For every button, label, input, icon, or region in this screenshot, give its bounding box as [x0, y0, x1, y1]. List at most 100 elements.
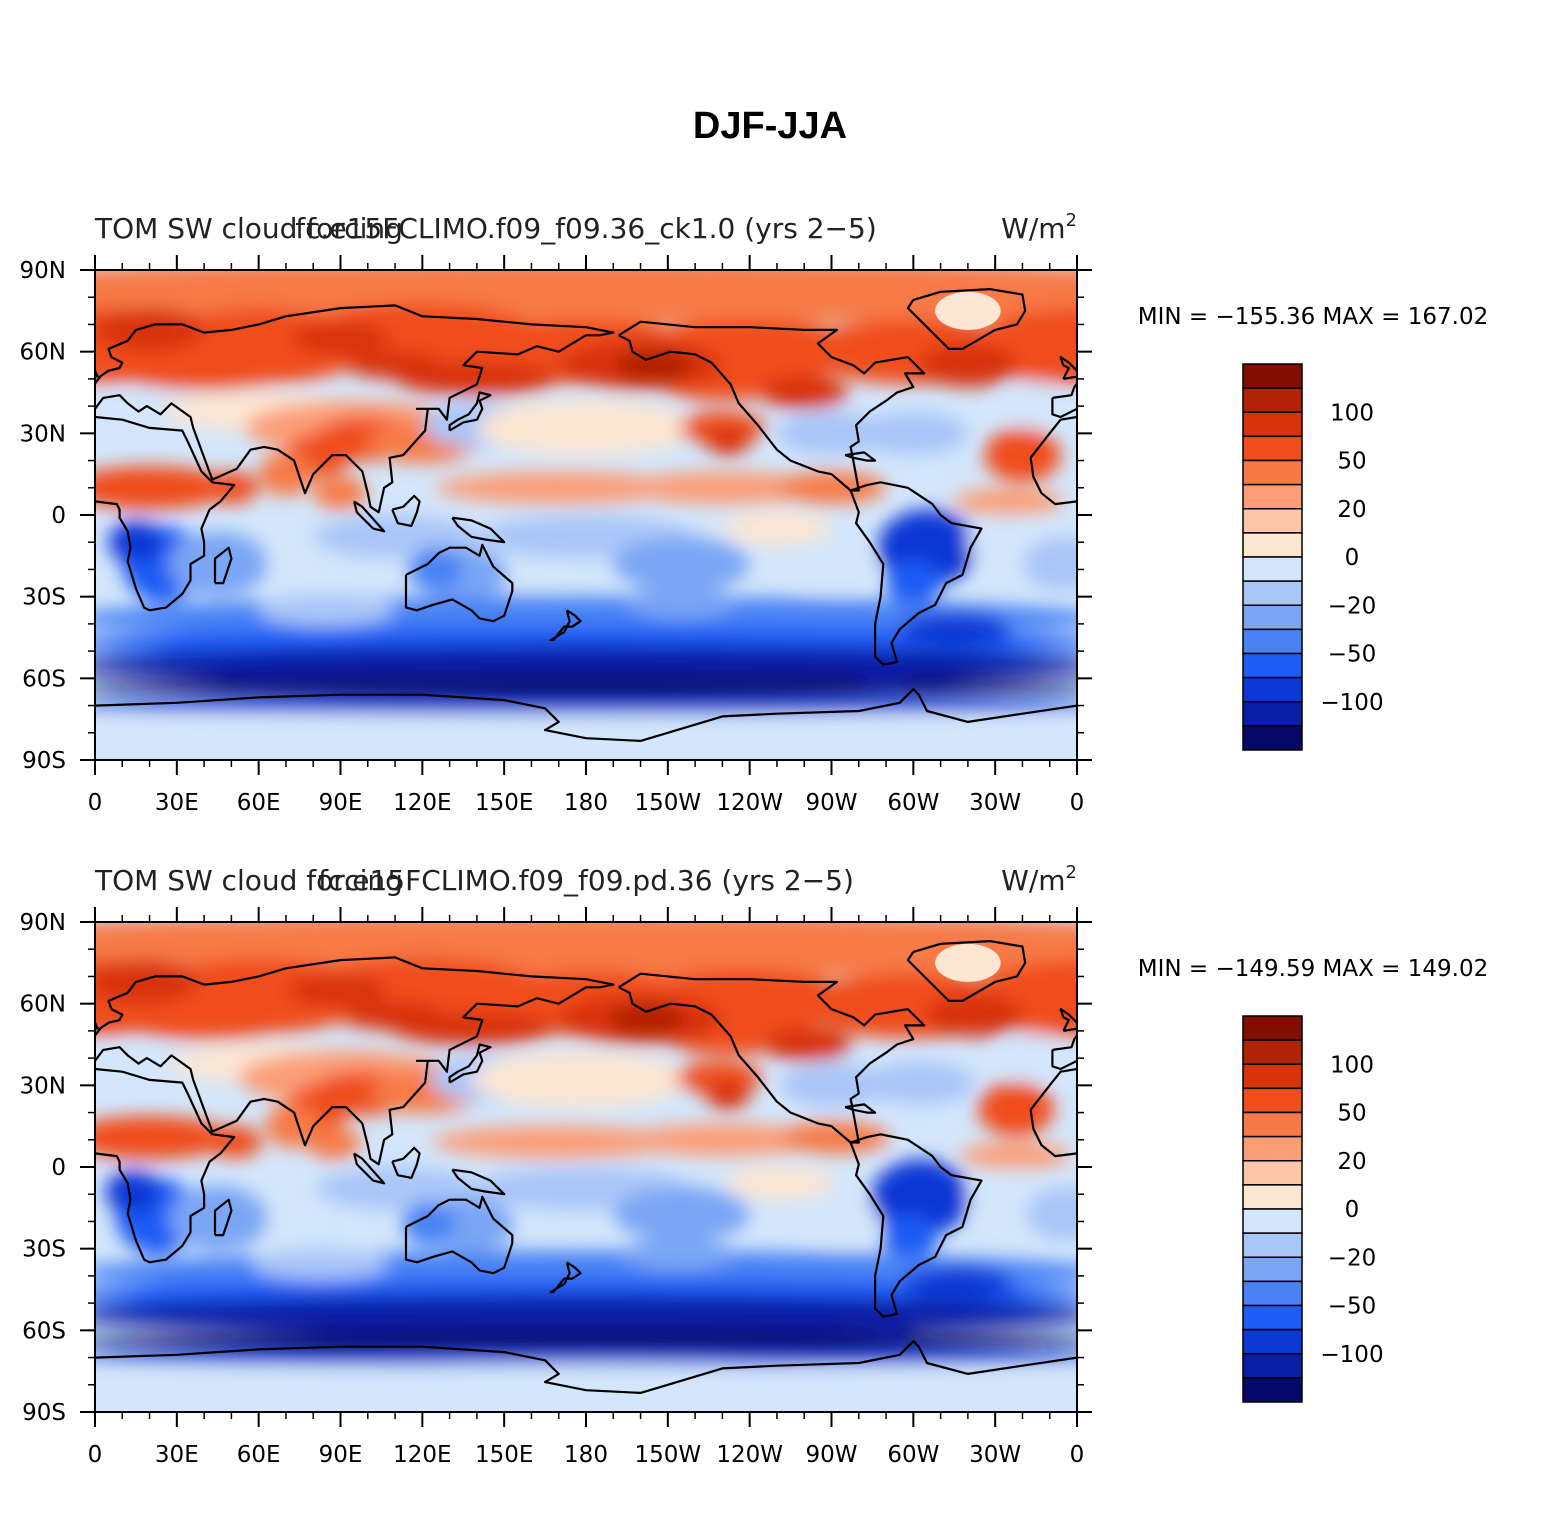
field-region: [776, 471, 887, 505]
field-region: [258, 452, 314, 496]
colorbar-label: 20: [1337, 1149, 1366, 1175]
field-region: [95, 922, 1077, 979]
coastline-newguinea: [451, 516, 506, 544]
coastline-sumatra: [353, 1152, 386, 1185]
colorbar-swatch: [1242, 1328, 1303, 1355]
coastline-newguinea: [1434, 518, 1486, 543]
coastline-namerica: [618, 972, 926, 1144]
coastline-madagascar: [213, 1198, 233, 1237]
field-region: [899, 613, 1009, 646]
lat-tick-label: 90S: [22, 748, 66, 774]
field-region: [609, 1003, 686, 1036]
lon-tick-label: 0: [1070, 1442, 1085, 1468]
colorbar-swatch: [1242, 725, 1303, 751]
colorbar-swatch: [1242, 1039, 1303, 1065]
field-region: [435, 471, 682, 505]
lon-tick-label: 30W: [969, 1442, 1021, 1468]
field-region: [95, 308, 205, 352]
field-region: [780, 1063, 890, 1108]
panel-units: W/m2: [1001, 210, 1077, 245]
field-region: [1025, 1186, 1077, 1242]
colorbar-label: 0: [1345, 1197, 1360, 1223]
coastline-greenland: [906, 940, 1027, 1002]
field-region: [1022, 536, 1077, 592]
coastline-uk: [95, 1021, 99, 1030]
field-region: [291, 321, 390, 355]
coastline-borneo: [1374, 1148, 1401, 1178]
lat-tick-label: 30S: [22, 1237, 66, 1263]
field-region: [313, 515, 477, 559]
colorbar-swatch: [1242, 1135, 1303, 1162]
colorbar-swatch: [1242, 628, 1303, 655]
colorbar-label: 0: [1345, 545, 1360, 571]
colorbar: 100 50 20 0 −20 −50 −100: [1242, 363, 1384, 751]
field-region: [613, 1186, 750, 1242]
stats-label: MIN = −155.36 MAX = 167.02: [1138, 304, 1489, 330]
lat-tick-label: 90N: [20, 910, 66, 936]
field-region: [858, 1306, 914, 1340]
coastline-uk: [95, 369, 99, 378]
panel-center-label: fc.e15FCLIMO.f09_f09.pd.36 (yrs 2−5): [318, 864, 854, 897]
field-region: [95, 1115, 232, 1160]
colorbar-swatch: [1242, 508, 1303, 534]
field-region: [108, 520, 164, 564]
colorbar-swatch: [1242, 1063, 1303, 1090]
lon-tick-label: 0: [88, 1442, 103, 1468]
coastline-uk: [1059, 1008, 1077, 1032]
colorbar-swatch: [1242, 604, 1303, 631]
colorbar-swatch: [1242, 459, 1303, 486]
colorbar-swatch: [1242, 1208, 1303, 1234]
coastline-antarctica: [95, 688, 1077, 742]
lon-tick-label: 120W: [716, 790, 783, 816]
lon-tick-label: 180: [564, 1442, 608, 1468]
colorbar-swatch: [1242, 556, 1303, 582]
map-field: [95, 922, 1541, 1412]
coastline-uk: [1059, 356, 1077, 380]
field-region: [858, 656, 914, 690]
lat-tick-label: 90S: [22, 1400, 66, 1426]
colorbar-label: −50: [1328, 1294, 1377, 1320]
coastline-nz: [1533, 1262, 1541, 1292]
field-region: [858, 411, 968, 456]
colorbar-swatch: [1242, 1256, 1303, 1283]
field-region: [902, 1267, 1013, 1300]
field-region: [613, 536, 750, 592]
field-region: [865, 1061, 975, 1105]
field-region: [122, 357, 286, 390]
coastlines: [95, 940, 1541, 1394]
colorbar-swatch: [1242, 1377, 1303, 1403]
field-region: [626, 1123, 818, 1157]
field-region: [725, 1166, 835, 1200]
colorbar-label: −20: [1328, 593, 1377, 619]
field-region: [95, 697, 1077, 714]
coastline-nz: [1533, 610, 1541, 640]
panel-center-label: fc.e15FCLIMO.f09_f09.36_ck1.0 (yrs 2−5): [295, 212, 877, 245]
field-region: [470, 1052, 689, 1108]
field-region: [790, 547, 873, 592]
lat-tick-label: 60N: [20, 992, 66, 1018]
lon-tick-label: 0: [1070, 790, 1085, 816]
axis-ticks: 90N 60N 30N 0 30S 60S 90S 0 30E 60E 90E 120E 150E 180…: [20, 255, 1092, 816]
colorbar-swatch: [1242, 483, 1303, 510]
field-region: [316, 1167, 481, 1211]
field-region: [925, 993, 1024, 1037]
lat-tick-label: 90N: [20, 258, 66, 284]
axis-ticks: 90N 60N 30N 0 30S 60S 90S 0 30E 60E 90E 120E 150E 180…: [20, 907, 1092, 1468]
field-region: [95, 960, 198, 1004]
field-region: [258, 593, 396, 627]
lon-tick-label: 90W: [805, 1442, 857, 1468]
panel-left-label: TOM SW cloud forcing: [94, 864, 403, 897]
colorbar-swatch: [1242, 1184, 1303, 1210]
colorbar-swatch: [1242, 1087, 1303, 1114]
coastline-cuba: [844, 1103, 877, 1114]
map-field: [95, 270, 1541, 760]
field-region: [918, 343, 1017, 388]
coastline-africa: [95, 415, 236, 612]
field-region: [207, 1125, 262, 1159]
panel-units-base: W/m: [1001, 864, 1065, 897]
colorbar-swatch: [1242, 1232, 1303, 1258]
lat-tick-label: 0: [51, 503, 66, 529]
coastline-japan: [448, 391, 492, 432]
colorbar-swatch: [1242, 1160, 1303, 1186]
lat-tick-label: 60S: [22, 666, 66, 692]
